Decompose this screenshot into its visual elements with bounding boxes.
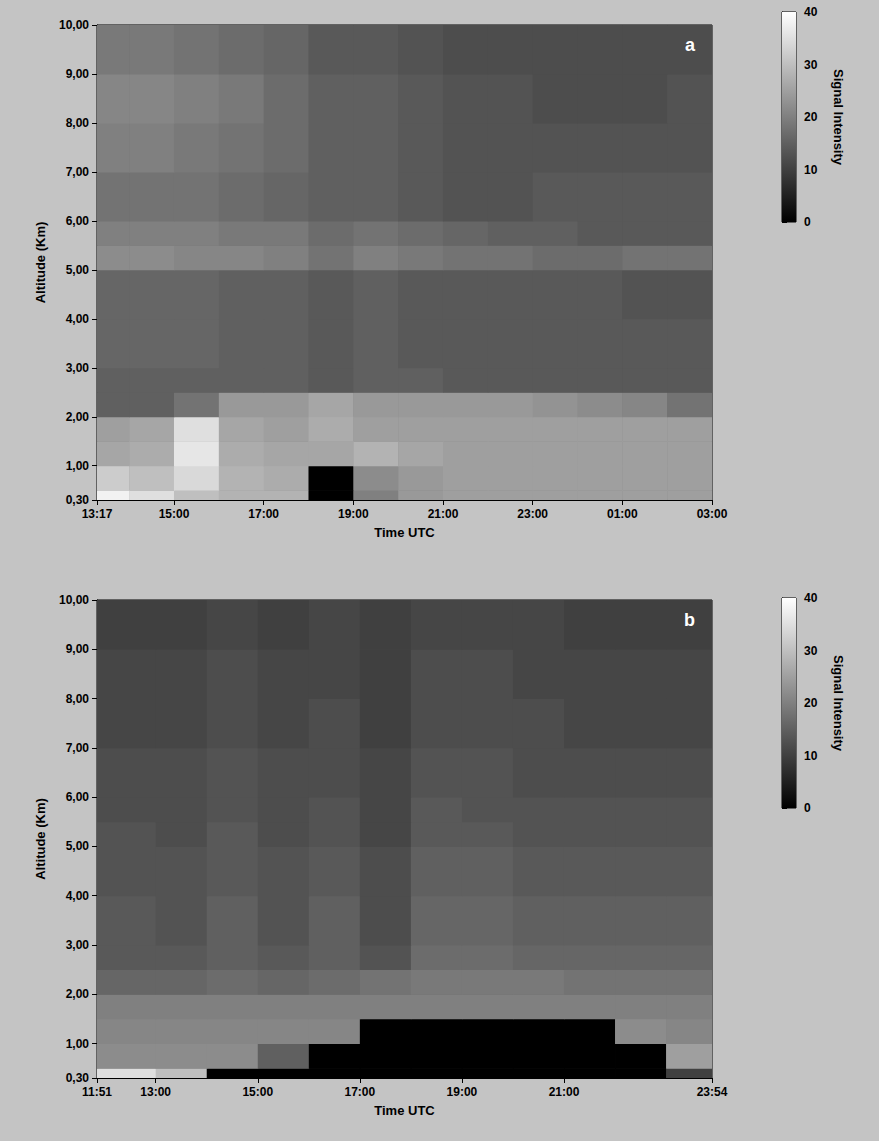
svg-text:9,00: 9,00 [66,642,90,656]
svg-text:0,30: 0,30 [66,1071,90,1085]
svg-text:13:00: 13:00 [140,1085,171,1099]
svg-text:11:51: 11:51 [82,1085,112,1099]
svg-text:5,00: 5,00 [66,839,90,853]
svg-text:30: 30 [804,58,818,72]
svg-text:5,00: 5,00 [66,263,90,277]
svg-text:20: 20 [804,696,818,710]
svg-text:0: 0 [804,215,811,229]
svg-text:7,00: 7,00 [66,165,90,179]
svg-text:40: 40 [804,591,818,605]
svg-text:17:00: 17:00 [248,507,279,521]
svg-text:2,00: 2,00 [66,987,90,1001]
svg-text:21:00: 21:00 [549,1085,580,1099]
svg-text:19:00: 19:00 [338,507,369,521]
svg-text:15:00: 15:00 [242,1085,273,1099]
svg-text:7,00: 7,00 [66,741,90,755]
svg-text:4,00: 4,00 [66,312,90,326]
svg-text:9,00: 9,00 [66,67,90,81]
svg-text:0: 0 [804,801,811,815]
svg-text:Altitude (Km): Altitude (Km) [33,798,48,880]
svg-text:6,00: 6,00 [66,790,90,804]
svg-text:10,00: 10,00 [59,18,89,32]
svg-text:40: 40 [804,5,818,19]
svg-text:b: b [684,610,695,630]
svg-text:21:00: 21:00 [428,507,459,521]
svg-text:Signal Intensity: Signal Intensity [831,655,846,752]
svg-text:10: 10 [804,749,818,763]
svg-text:19:00: 19:00 [447,1085,478,1099]
svg-text:30: 30 [804,644,818,658]
svg-text:20: 20 [804,110,818,124]
svg-text:3,00: 3,00 [66,361,90,375]
svg-text:0,30: 0,30 [66,493,90,507]
svg-text:4,00: 4,00 [66,889,90,903]
svg-text:13:17: 13:17 [82,507,113,521]
svg-text:2,00: 2,00 [66,410,90,424]
svg-text:1,00: 1,00 [66,459,90,473]
svg-text:8,00: 8,00 [66,116,90,130]
svg-text:3,00: 3,00 [66,938,90,952]
svg-text:8,00: 8,00 [66,692,90,706]
svg-text:Time UTC: Time UTC [374,525,435,540]
svg-text:a: a [685,35,696,55]
svg-text:Time UTC: Time UTC [374,1103,435,1118]
svg-text:15:00: 15:00 [159,507,190,521]
svg-text:1,00: 1,00 [66,1037,90,1051]
svg-text:17:00: 17:00 [344,1085,375,1099]
svg-text:23:54: 23:54 [697,1085,728,1099]
svg-text:03:00: 03:00 [697,507,728,521]
svg-text:23:00: 23:00 [517,507,548,521]
svg-text:10: 10 [804,163,818,177]
svg-text:10,00: 10,00 [59,593,89,607]
svg-text:01:00: 01:00 [607,507,638,521]
svg-text:Signal Intensity: Signal Intensity [831,69,846,166]
svg-text:Altitude (Km): Altitude (Km) [33,222,48,304]
svg-text:6,00: 6,00 [66,214,90,228]
